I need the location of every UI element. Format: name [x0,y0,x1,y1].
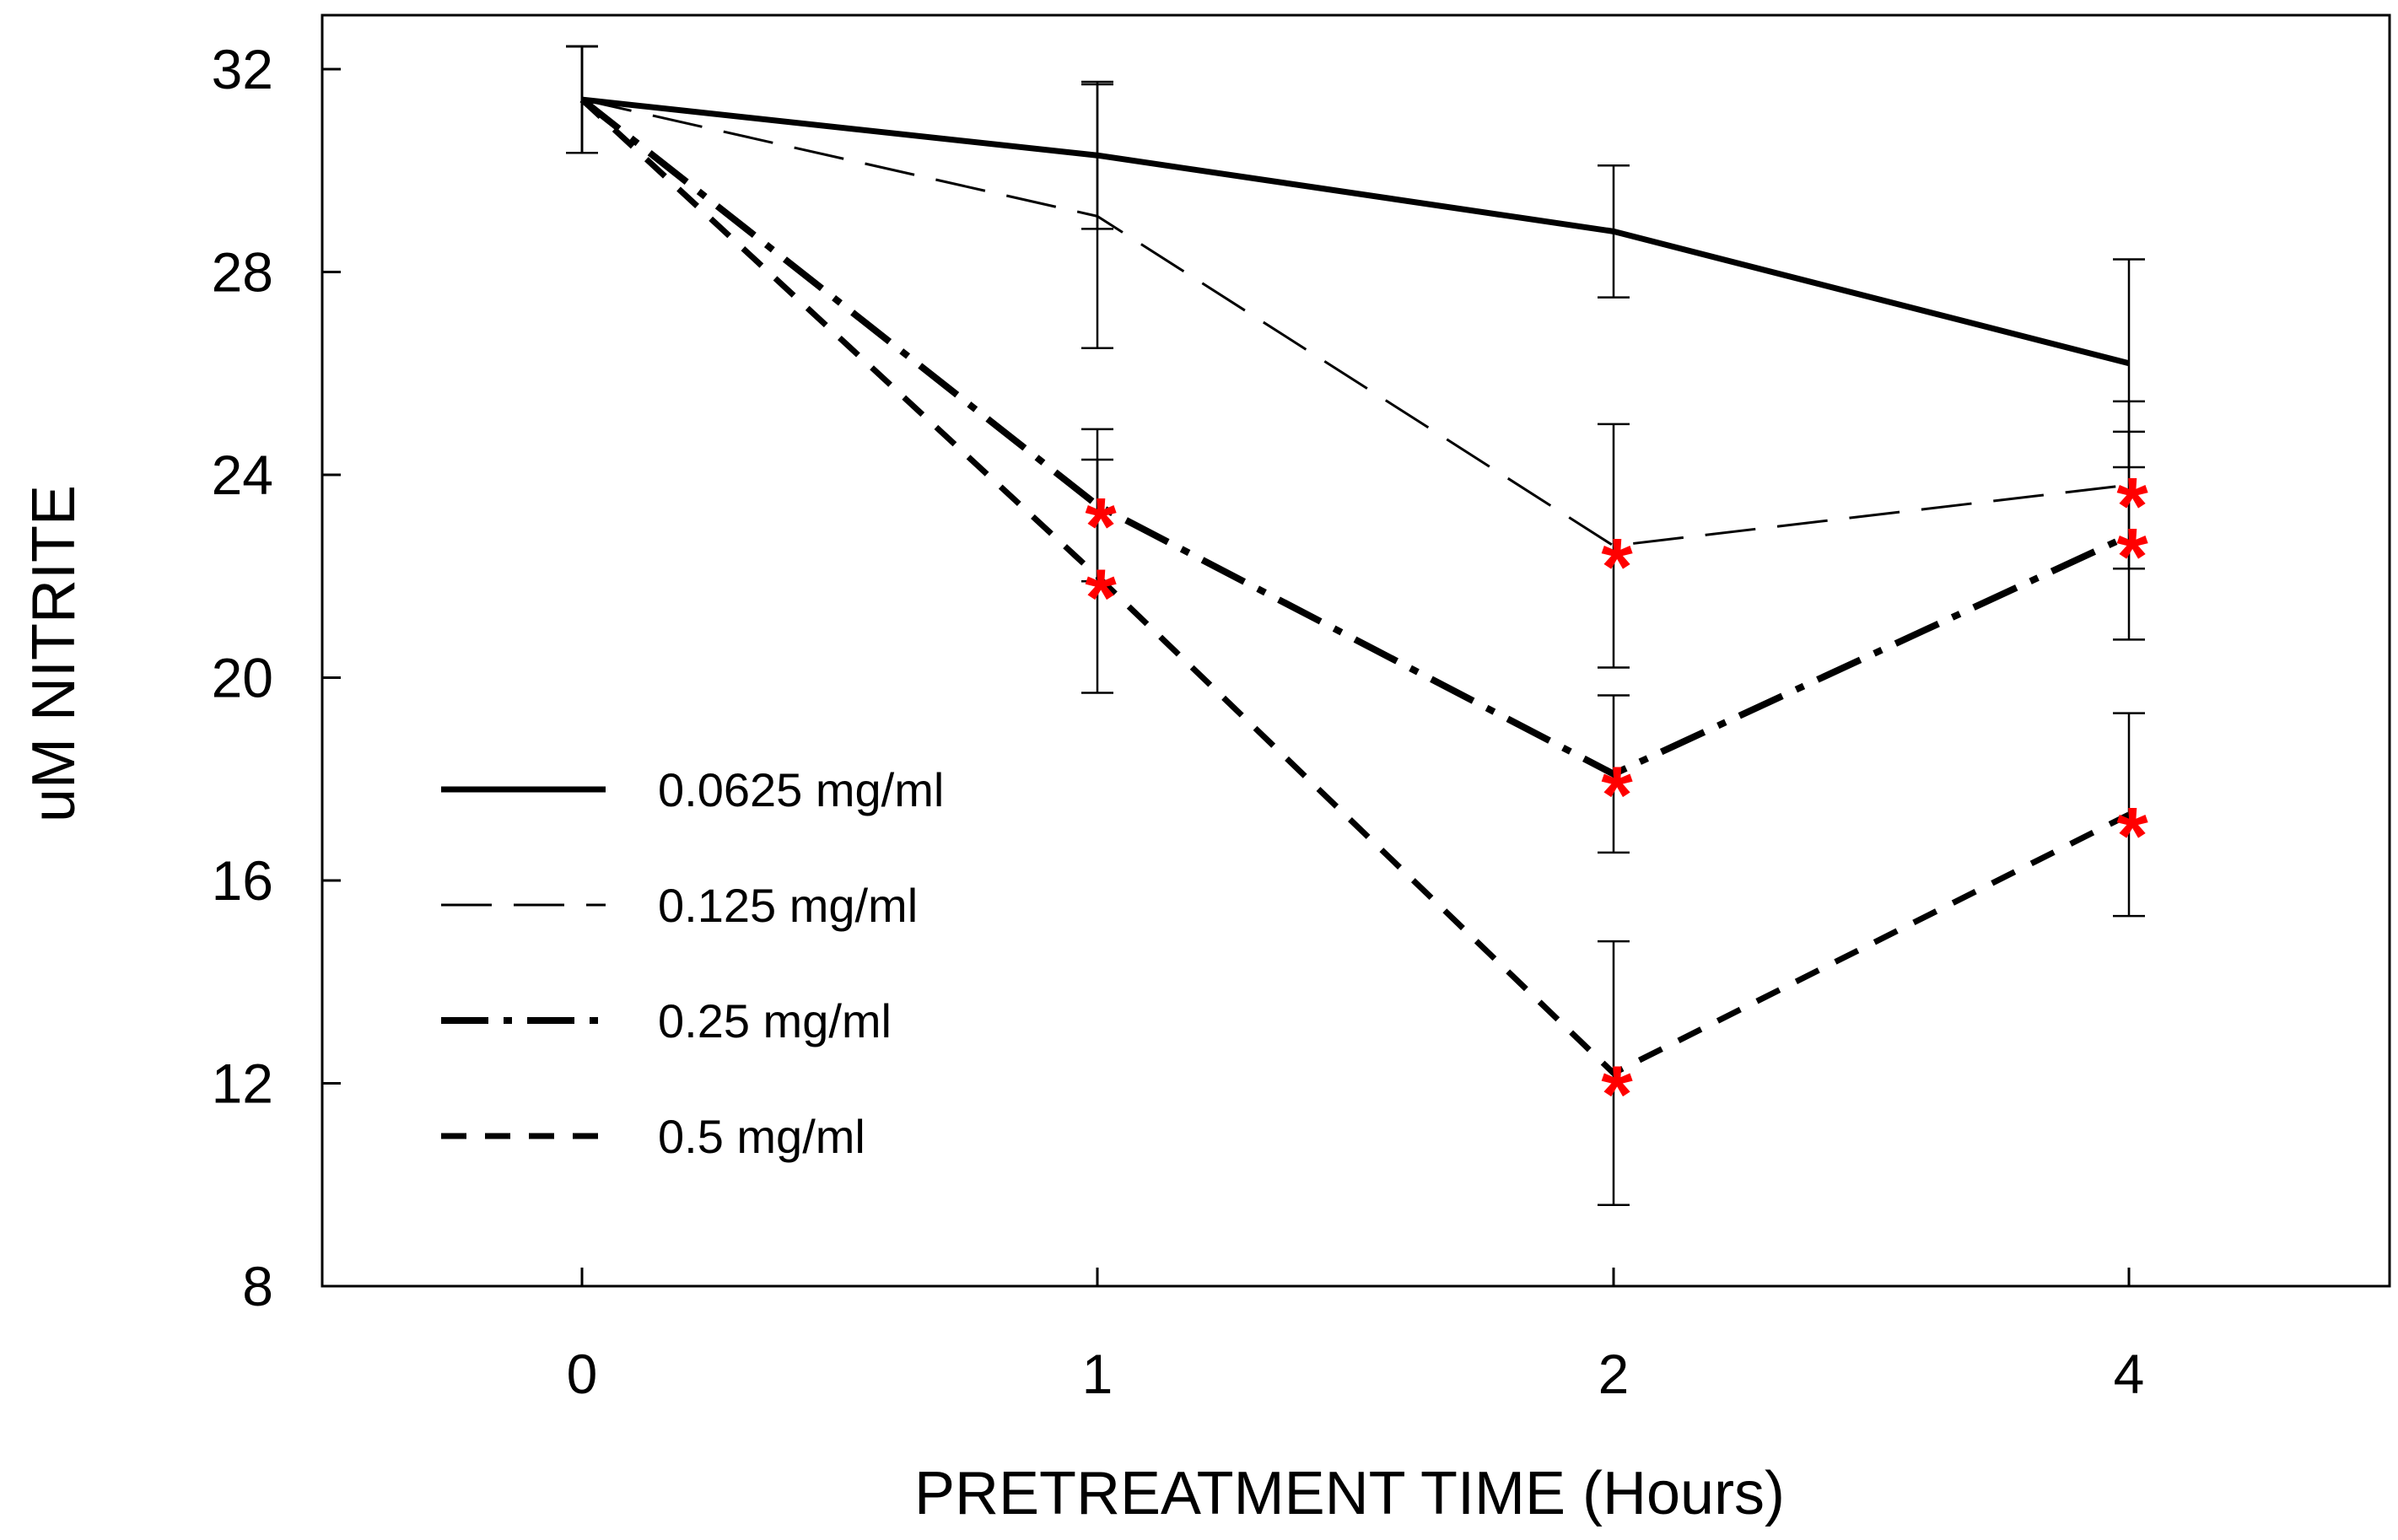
x-tick-label: 2 [1598,1343,1630,1405]
legend-label-0-125-mg-ml: 0.125 mg/ml [658,879,918,932]
legend-label-0-5-mg-ml: 0.5 mg/ml [658,1110,865,1163]
significance-marker: * [2116,512,2148,602]
y-tick-label: 24 [212,444,273,506]
significance-marker: * [1601,751,1633,841]
y-tick-label: 32 [212,38,273,100]
series-line-0-5-mg-ml [579,97,2131,1076]
y-tick-label: 12 [212,1053,273,1115]
series-line-0-25-mg-ml [579,96,2131,778]
significance-marker: * [2116,461,2148,552]
y-tick-label: 8 [242,1255,273,1317]
x-tick-label: 0 [567,1343,598,1405]
x-axis-title: PRETREATMENT TIME (Hours) [914,1460,1785,1527]
legend-label-0-0625-mg-ml: 0.0625 mg/ml [658,763,944,816]
y-tick-label: 28 [212,241,273,304]
legend-label-0-25-mg-ml: 0.25 mg/ml [658,994,892,1047]
significance-marker: * [1085,552,1117,643]
significance-marker: * [1601,522,1633,612]
y-axis-title: uM NITRITE [20,485,88,822]
y-tick-label: 16 [212,849,273,912]
y-tick-label: 20 [212,647,273,709]
series-line-0-0625-mg-ml [581,96,2130,367]
x-tick-label: 1 [1082,1343,1113,1405]
series-line-0-125-mg-ml [581,98,2130,547]
significance-marker: * [1085,482,1117,572]
significance-marker: * [1601,1049,1633,1139]
x-tick-label: 4 [2114,1343,2145,1405]
plot-frame [321,13,2391,1288]
significance-marker: * [2116,791,2148,881]
